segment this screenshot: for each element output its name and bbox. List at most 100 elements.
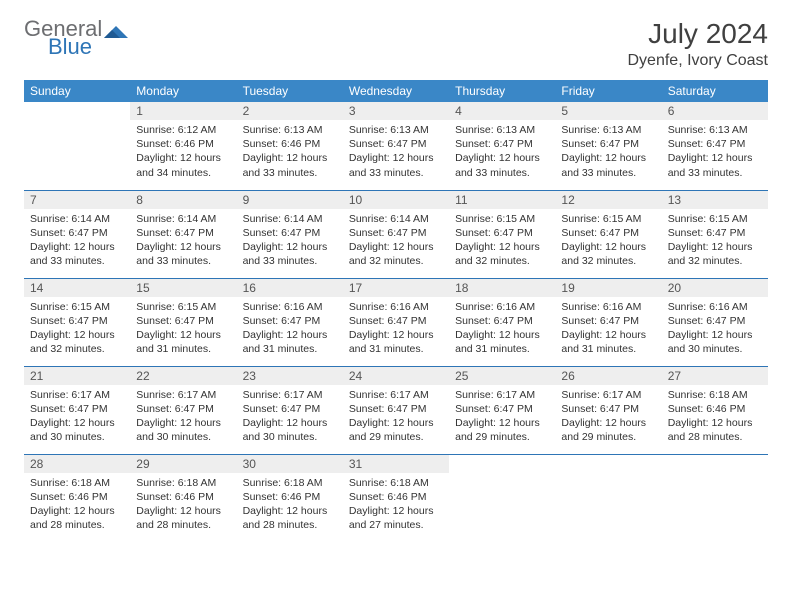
daylight-text: Daylight: 12 hours and 33 minutes. <box>561 151 655 179</box>
calendar-day: 25Sunrise: 6:17 AMSunset: 6:47 PMDayligh… <box>449 366 555 454</box>
calendar-day: 4Sunrise: 6:13 AMSunset: 6:47 PMDaylight… <box>449 102 555 190</box>
day-details: Sunrise: 6:18 AMSunset: 6:46 PMDaylight:… <box>237 473 343 537</box>
daylight-text: Daylight: 12 hours and 31 minutes. <box>136 328 230 356</box>
sunset-text: Sunset: 6:47 PM <box>561 226 655 240</box>
sunset-text: Sunset: 6:47 PM <box>561 137 655 151</box>
calendar-day: 11Sunrise: 6:15 AMSunset: 6:47 PMDayligh… <box>449 190 555 278</box>
sunrise-text: Sunrise: 6:15 AM <box>561 212 655 226</box>
sunrise-text: Sunrise: 6:14 AM <box>349 212 443 226</box>
sunset-text: Sunset: 6:47 PM <box>455 226 549 240</box>
daylight-text: Daylight: 12 hours and 29 minutes. <box>455 416 549 444</box>
calendar-day: 28Sunrise: 6:18 AMSunset: 6:46 PMDayligh… <box>24 454 130 542</box>
sunrise-text: Sunrise: 6:16 AM <box>455 300 549 314</box>
day-number: 17 <box>343 279 449 297</box>
day-details: Sunrise: 6:17 AMSunset: 6:47 PMDaylight:… <box>449 385 555 449</box>
sunset-text: Sunset: 6:47 PM <box>455 402 549 416</box>
sunset-text: Sunset: 6:47 PM <box>243 226 337 240</box>
daylight-text: Daylight: 12 hours and 28 minutes. <box>30 504 124 532</box>
daylight-text: Daylight: 12 hours and 27 minutes. <box>349 504 443 532</box>
sunrise-text: Sunrise: 6:16 AM <box>349 300 443 314</box>
day-number: 23 <box>237 367 343 385</box>
day-details: Sunrise: 6:15 AMSunset: 6:47 PMDaylight:… <box>130 297 236 361</box>
calendar-day: 5Sunrise: 6:13 AMSunset: 6:47 PMDaylight… <box>555 102 661 190</box>
calendar-day: 23Sunrise: 6:17 AMSunset: 6:47 PMDayligh… <box>237 366 343 454</box>
day-number: 13 <box>662 191 768 209</box>
day-number: 31 <box>343 455 449 473</box>
day-number: 16 <box>237 279 343 297</box>
calendar-day: 21Sunrise: 6:17 AMSunset: 6:47 PMDayligh… <box>24 366 130 454</box>
day-header: Sunday <box>24 80 130 102</box>
day-number: 5 <box>555 102 661 120</box>
daylight-text: Daylight: 12 hours and 33 minutes. <box>243 151 337 179</box>
day-number: 21 <box>24 367 130 385</box>
calendar-day: 20Sunrise: 6:16 AMSunset: 6:47 PMDayligh… <box>662 278 768 366</box>
day-details: Sunrise: 6:16 AMSunset: 6:47 PMDaylight:… <box>343 297 449 361</box>
daylight-text: Daylight: 12 hours and 28 minutes. <box>668 416 762 444</box>
day-details: Sunrise: 6:15 AMSunset: 6:47 PMDaylight:… <box>555 209 661 273</box>
day-details: Sunrise: 6:13 AMSunset: 6:47 PMDaylight:… <box>343 120 449 184</box>
sunrise-text: Sunrise: 6:18 AM <box>243 476 337 490</box>
sunset-text: Sunset: 6:46 PM <box>668 402 762 416</box>
calendar-day: 12Sunrise: 6:15 AMSunset: 6:47 PMDayligh… <box>555 190 661 278</box>
daylight-text: Daylight: 12 hours and 31 minutes. <box>243 328 337 356</box>
day-header: Friday <box>555 80 661 102</box>
day-number: 18 <box>449 279 555 297</box>
sunset-text: Sunset: 6:47 PM <box>561 402 655 416</box>
day-number: 1 <box>130 102 236 120</box>
sunrise-text: Sunrise: 6:15 AM <box>668 212 762 226</box>
sunrise-text: Sunrise: 6:17 AM <box>136 388 230 402</box>
day-header: Saturday <box>662 80 768 102</box>
sunrise-text: Sunrise: 6:13 AM <box>668 123 762 137</box>
day-details: Sunrise: 6:13 AMSunset: 6:47 PMDaylight:… <box>555 120 661 184</box>
calendar-day: 15Sunrise: 6:15 AMSunset: 6:47 PMDayligh… <box>130 278 236 366</box>
sunset-text: Sunset: 6:47 PM <box>349 314 443 328</box>
daylight-text: Daylight: 12 hours and 33 minutes. <box>349 151 443 179</box>
daylight-text: Daylight: 12 hours and 32 minutes. <box>30 328 124 356</box>
sunset-text: Sunset: 6:47 PM <box>455 137 549 151</box>
day-header: Thursday <box>449 80 555 102</box>
sunset-text: Sunset: 6:47 PM <box>349 226 443 240</box>
day-details: Sunrise: 6:18 AMSunset: 6:46 PMDaylight:… <box>130 473 236 537</box>
day-details: Sunrise: 6:14 AMSunset: 6:47 PMDaylight:… <box>237 209 343 273</box>
sunrise-text: Sunrise: 6:16 AM <box>668 300 762 314</box>
sunrise-text: Sunrise: 6:14 AM <box>30 212 124 226</box>
calendar-day: 18Sunrise: 6:16 AMSunset: 6:47 PMDayligh… <box>449 278 555 366</box>
sunset-text: Sunset: 6:47 PM <box>349 402 443 416</box>
calendar-week: 21Sunrise: 6:17 AMSunset: 6:47 PMDayligh… <box>24 366 768 454</box>
sunset-text: Sunset: 6:46 PM <box>349 490 443 504</box>
calendar-day: 26Sunrise: 6:17 AMSunset: 6:47 PMDayligh… <box>555 366 661 454</box>
sunrise-text: Sunrise: 6:13 AM <box>349 123 443 137</box>
day-number: 14 <box>24 279 130 297</box>
daylight-text: Daylight: 12 hours and 30 minutes. <box>668 328 762 356</box>
calendar-week: 7Sunrise: 6:14 AMSunset: 6:47 PMDaylight… <box>24 190 768 278</box>
day-number: 28 <box>24 455 130 473</box>
calendar-day <box>662 454 768 542</box>
calendar-day <box>449 454 555 542</box>
day-details: Sunrise: 6:17 AMSunset: 6:47 PMDaylight:… <box>237 385 343 449</box>
daylight-text: Daylight: 12 hours and 30 minutes. <box>243 416 337 444</box>
sunset-text: Sunset: 6:46 PM <box>136 137 230 151</box>
day-number: 19 <box>555 279 661 297</box>
day-number: 2 <box>237 102 343 120</box>
calendar-day: 7Sunrise: 6:14 AMSunset: 6:47 PMDaylight… <box>24 190 130 278</box>
calendar-day: 22Sunrise: 6:17 AMSunset: 6:47 PMDayligh… <box>130 366 236 454</box>
sunset-text: Sunset: 6:47 PM <box>455 314 549 328</box>
day-details: Sunrise: 6:14 AMSunset: 6:47 PMDaylight:… <box>24 209 130 273</box>
daylight-text: Daylight: 12 hours and 33 minutes. <box>30 240 124 268</box>
daylight-text: Daylight: 12 hours and 29 minutes. <box>349 416 443 444</box>
sunset-text: Sunset: 6:46 PM <box>136 490 230 504</box>
day-details: Sunrise: 6:14 AMSunset: 6:47 PMDaylight:… <box>130 209 236 273</box>
day-number <box>555 455 661 459</box>
day-details: Sunrise: 6:16 AMSunset: 6:47 PMDaylight:… <box>555 297 661 361</box>
calendar-day: 30Sunrise: 6:18 AMSunset: 6:46 PMDayligh… <box>237 454 343 542</box>
calendar-week: 14Sunrise: 6:15 AMSunset: 6:47 PMDayligh… <box>24 278 768 366</box>
daylight-text: Daylight: 12 hours and 30 minutes. <box>136 416 230 444</box>
sunrise-text: Sunrise: 6:17 AM <box>30 388 124 402</box>
daylight-text: Daylight: 12 hours and 28 minutes. <box>243 504 337 532</box>
day-details: Sunrise: 6:16 AMSunset: 6:47 PMDaylight:… <box>237 297 343 361</box>
day-details: Sunrise: 6:18 AMSunset: 6:46 PMDaylight:… <box>24 473 130 537</box>
calendar-day: 9Sunrise: 6:14 AMSunset: 6:47 PMDaylight… <box>237 190 343 278</box>
calendar-day <box>24 102 130 190</box>
calendar-day: 17Sunrise: 6:16 AMSunset: 6:47 PMDayligh… <box>343 278 449 366</box>
calendar-day: 1Sunrise: 6:12 AMSunset: 6:46 PMDaylight… <box>130 102 236 190</box>
